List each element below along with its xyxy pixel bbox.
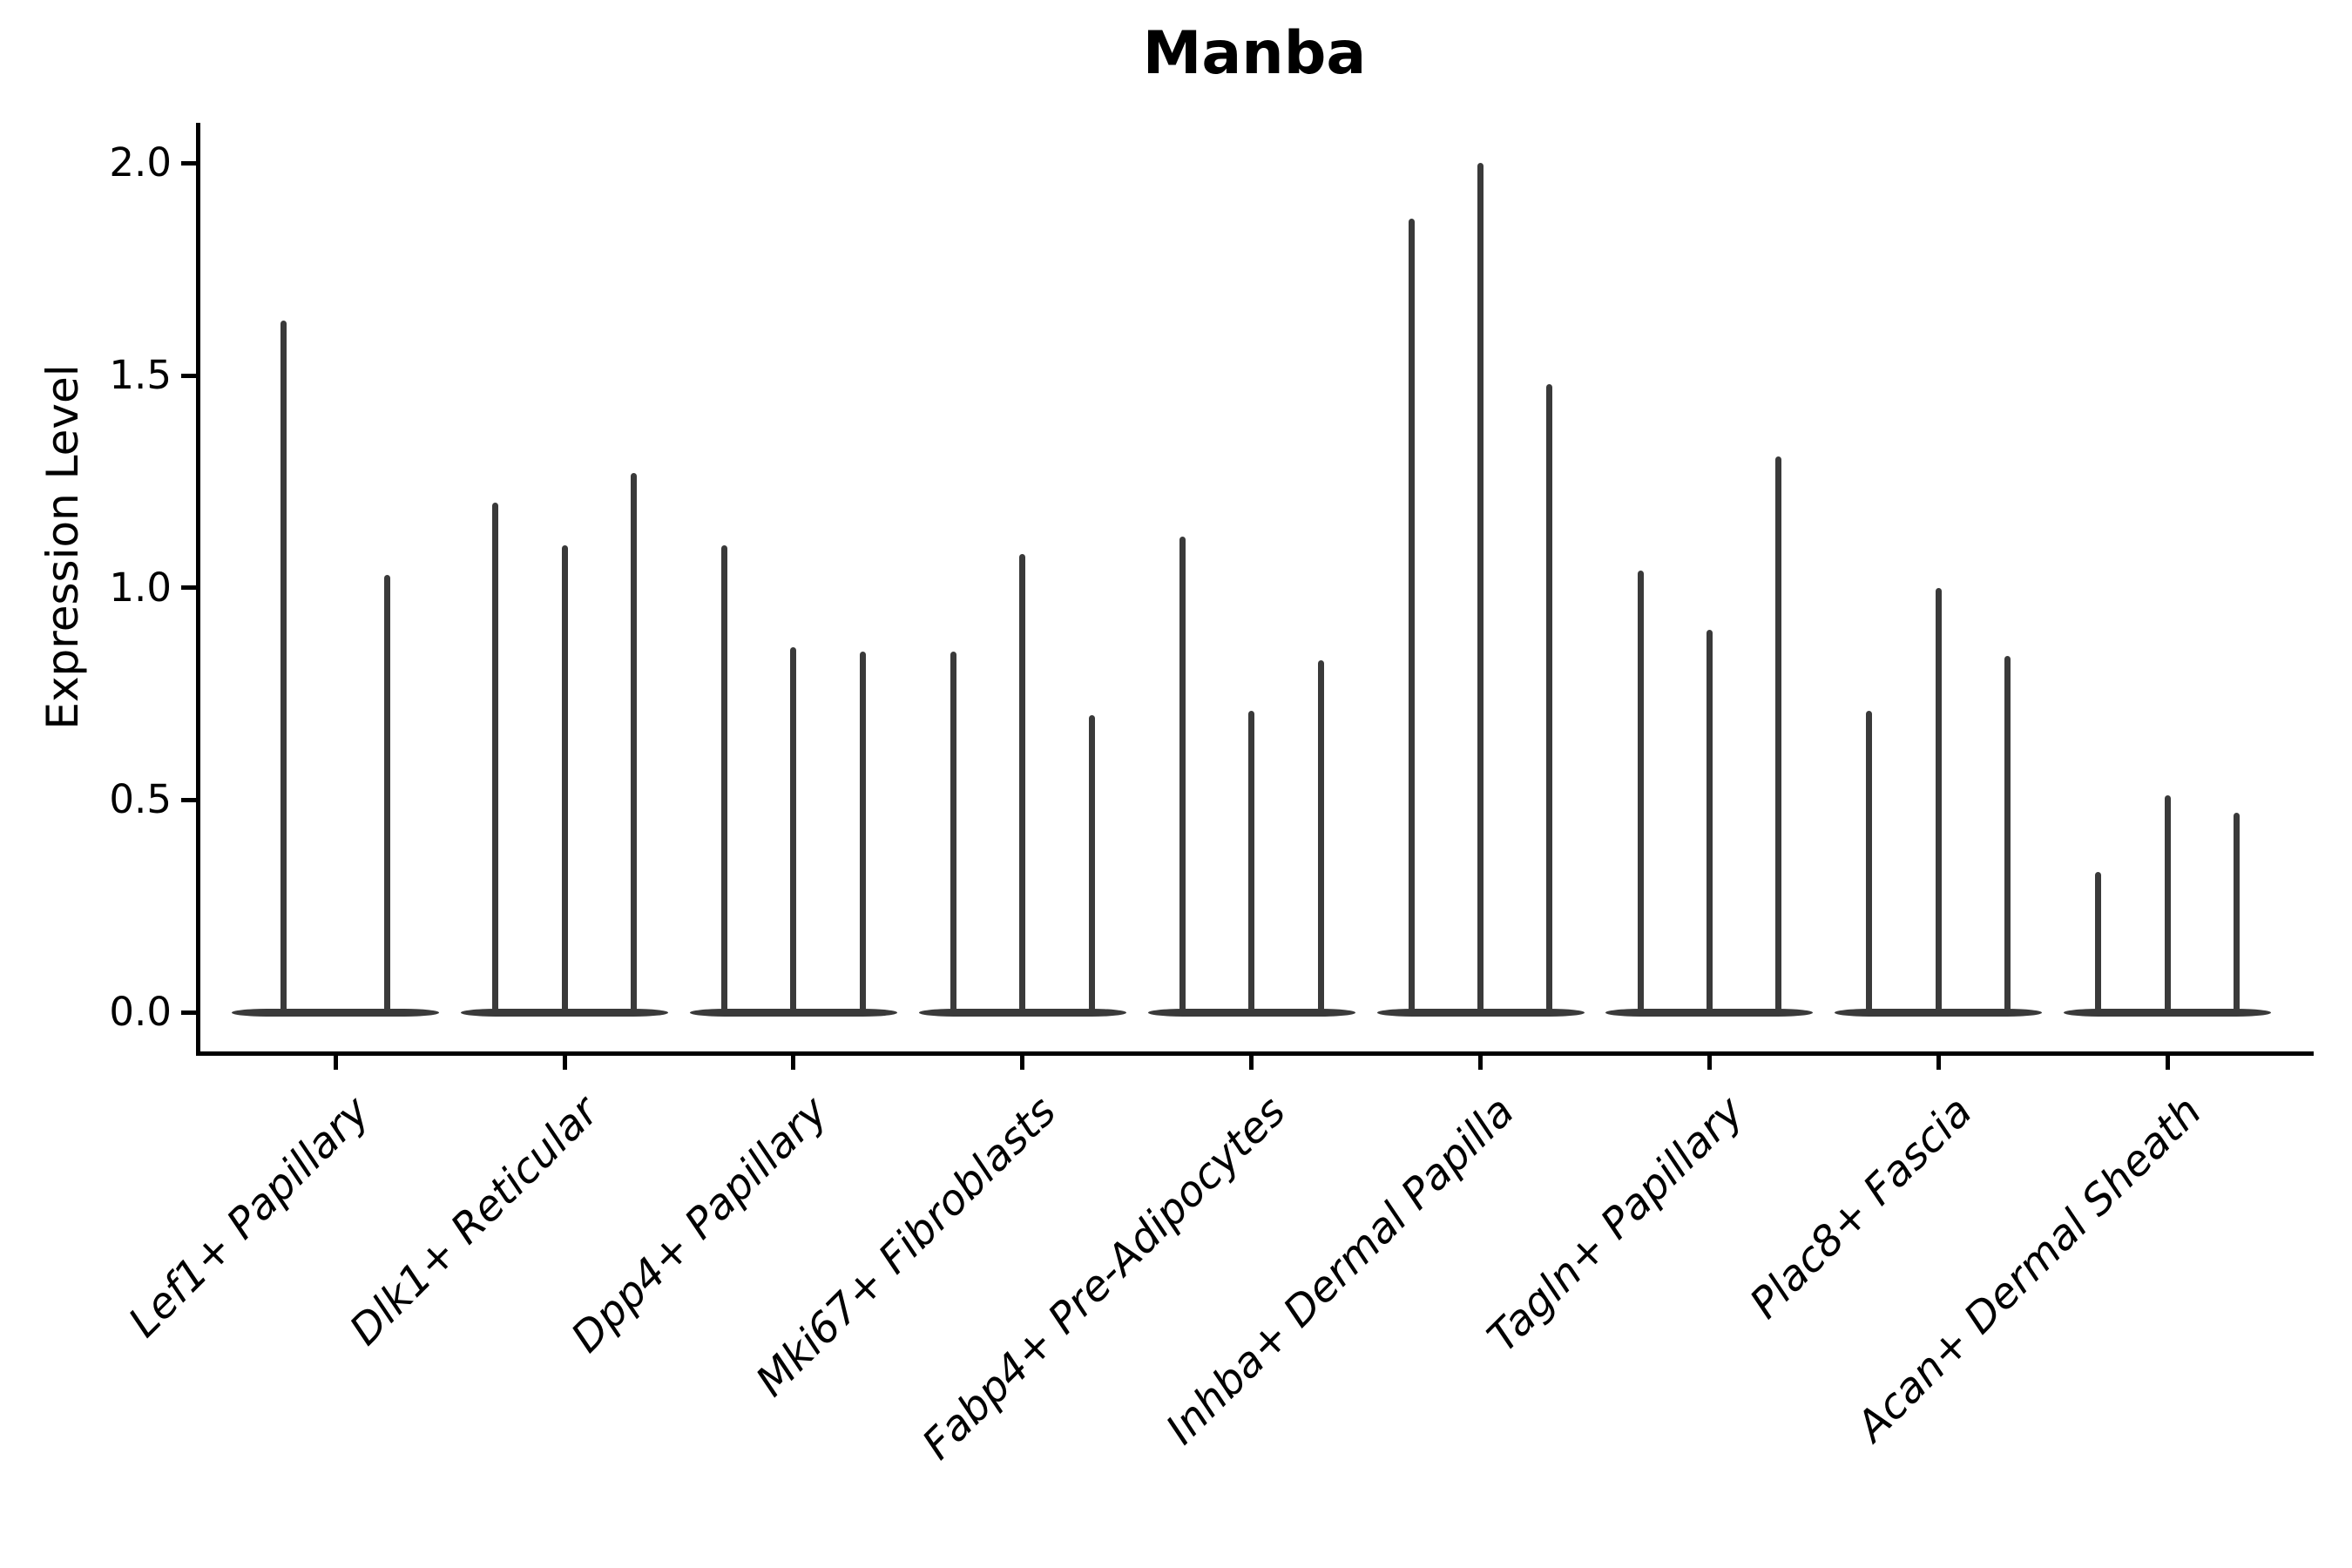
violin-base <box>232 1008 440 1017</box>
violin-spike <box>1546 383 1553 1014</box>
violin-spike <box>630 473 637 1014</box>
y-tick-mark <box>181 585 198 591</box>
violin-spike <box>950 651 956 1014</box>
y-tick-label: 2.0 <box>109 139 172 186</box>
violin-spike <box>2095 872 2102 1014</box>
x-tick-label: Tagln+ Papillary <box>1477 1086 1753 1362</box>
violin-spike <box>384 575 391 1014</box>
violin-spike <box>1088 714 1095 1014</box>
x-tick-mark <box>1707 1051 1712 1070</box>
x-tick-mark <box>1478 1051 1484 1070</box>
violin-spike <box>1477 163 1484 1014</box>
y-tick-label: 0.0 <box>109 989 172 1035</box>
chart-title: Manba <box>1142 19 1367 88</box>
violin-spike <box>2234 812 2240 1014</box>
violin-spike <box>1019 553 1026 1014</box>
violin-spike <box>1706 630 1713 1014</box>
x-tick-label: Plac8+ Fascia <box>1740 1086 1982 1328</box>
violin-spike <box>721 544 728 1014</box>
x-tick-label: Dlk1+ Reticular <box>340 1086 608 1355</box>
violin-spike <box>2004 655 2011 1014</box>
violin-spike <box>1866 711 1873 1014</box>
violin-spike <box>1317 659 1324 1014</box>
y-tick-label: 1.0 <box>109 564 172 611</box>
x-tick-mark <box>333 1051 338 1070</box>
violin-spike <box>280 320 287 1014</box>
violin-spike <box>1775 456 1782 1014</box>
y-tick-mark <box>181 373 198 378</box>
x-tick-mark <box>1936 1051 1941 1070</box>
y-tick-mark <box>181 1010 198 1015</box>
x-tick-mark <box>1249 1051 1254 1070</box>
violin-spike <box>2164 795 2171 1014</box>
y-axis-line <box>195 123 200 1056</box>
violin-spike <box>1179 537 1186 1014</box>
violin-spike <box>1935 587 1942 1014</box>
violin-spike <box>561 544 568 1014</box>
x-axis-line <box>195 1051 2314 1056</box>
violin-spike <box>1248 711 1255 1014</box>
x-tick-mark <box>562 1051 567 1070</box>
y-axis-label: Expression Level <box>37 364 88 730</box>
y-tick-mark <box>181 160 198 166</box>
x-tick-mark <box>2165 1051 2170 1070</box>
x-tick-label: Lef1+ Papillary <box>118 1086 379 1347</box>
x-tick-mark <box>1020 1051 1025 1070</box>
violin-spike <box>1408 218 1415 1014</box>
x-tick-mark <box>791 1051 796 1070</box>
violin-spike <box>1637 571 1644 1014</box>
y-tick-label: 1.5 <box>109 352 172 399</box>
violin-spike <box>492 503 499 1014</box>
x-tick-label: Dpp4+ Papillary <box>561 1086 837 1362</box>
y-tick-label: 0.5 <box>109 776 172 823</box>
y-tick-mark <box>181 797 198 802</box>
violin-spike <box>859 651 866 1014</box>
violin-spike <box>790 646 797 1014</box>
